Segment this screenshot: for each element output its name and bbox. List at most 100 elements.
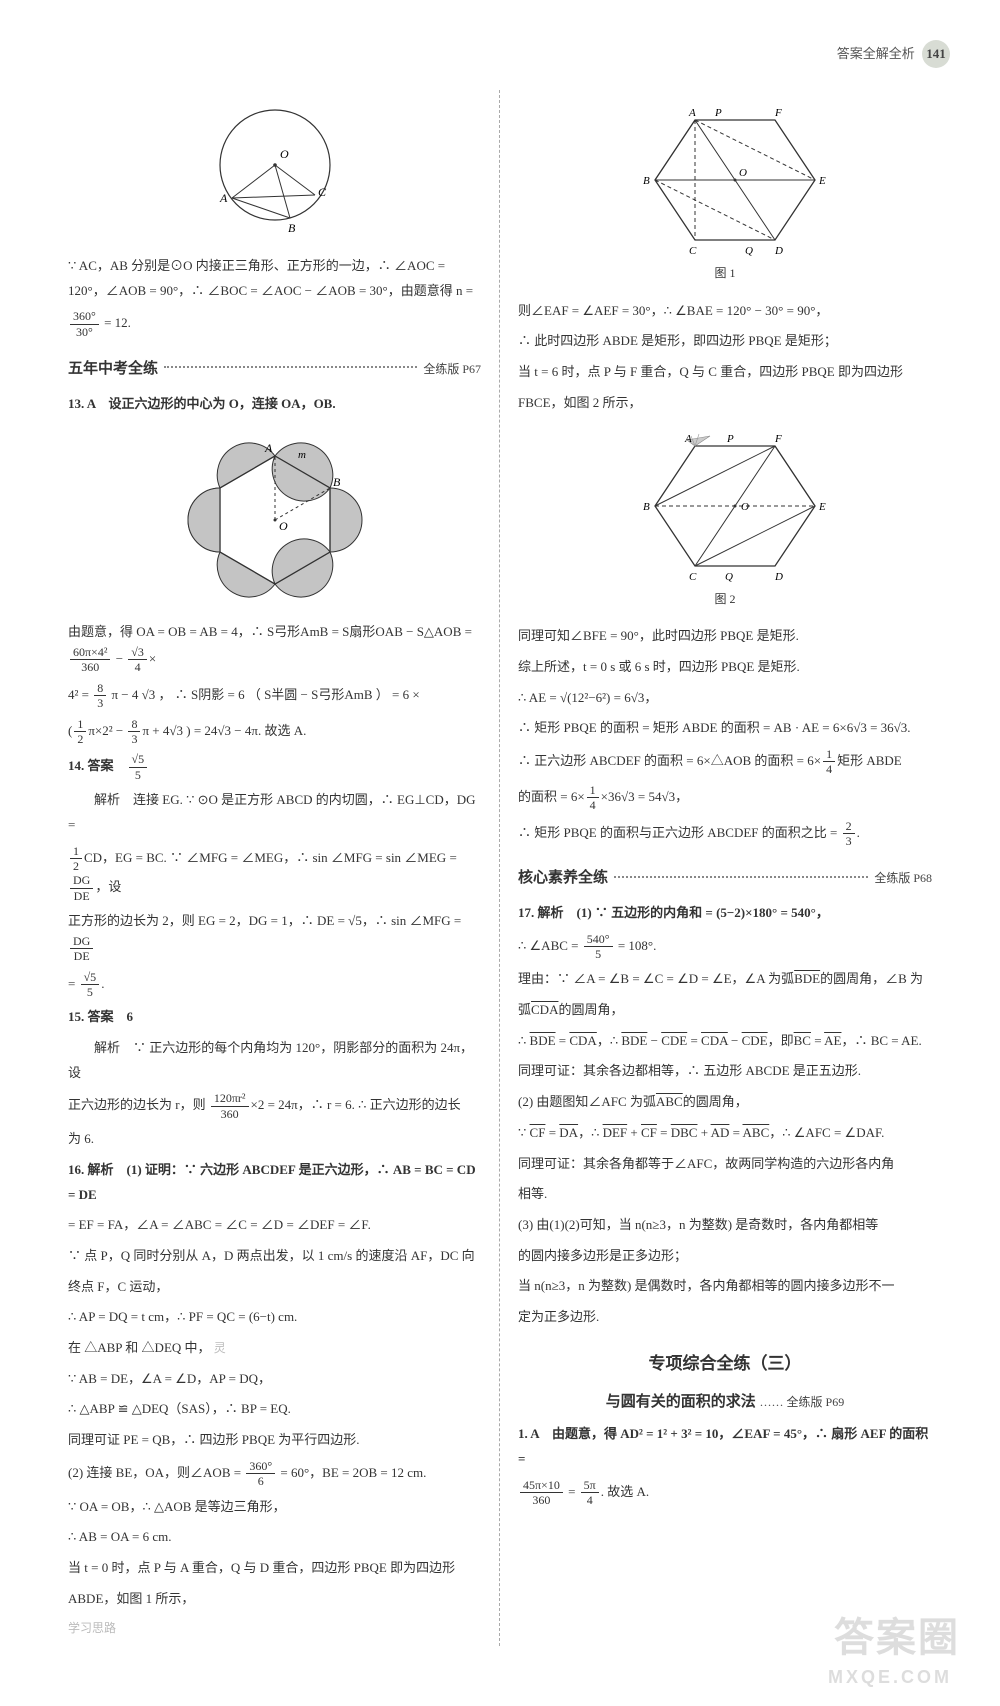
svg-text:Q: Q <box>745 245 753 257</box>
q16-l9: 同理可证 PE = QB，∴ 四边形 PBQE 为平行四边形. <box>68 1428 481 1453</box>
text: 由题意，得 OA = OB = AB = 4，∴ S弓形AmB = S扇形OAB… <box>68 624 472 639</box>
q17-l6: 同理可证：其余各边都相等，∴ 五边形 ABCDE 是正五边形. <box>518 1059 932 1084</box>
svg-text:B: B <box>333 475 341 489</box>
columns: O A C B ∵ AC，AB 分别是⊙O 内接正三角形、正方形的一边，∴ ∠A… <box>50 90 950 1646</box>
flower-svg: O A B m <box>175 426 375 606</box>
figure-hexagon-flower: O A B m <box>68 426 481 606</box>
q16-l2: = EF = FA，∠A = ∠ABC = ∠C = ∠D = ∠DEF = ∠… <box>68 1213 481 1238</box>
r2: ∴ 此时四边形 ABDE 是矩形，即四边形 PBQE 是矩形； <box>518 329 932 354</box>
page-ref: 全练版 P67 <box>423 358 481 381</box>
frac: 360°30° <box>70 309 99 339</box>
q14-e2: 12CD，EG = BC. ∵ ∠MFG = ∠MEG，∴ sin ∠MFG =… <box>68 844 481 904</box>
r5: 同理可知∠BFE = 90°，此时四边形 PBQE 是矩形. <box>518 624 932 649</box>
svg-text:C: C <box>318 185 327 199</box>
watermark-url: MXQE.COM <box>828 1660 952 1694</box>
special-sub: 与圆有关的面积的求法 …… 全练版 P69 <box>518 1388 932 1417</box>
explain-1b: 360°30° = 12. <box>68 309 481 339</box>
svg-text:A: A <box>688 107 696 119</box>
q17-l11: (3) 由(1)(2)可知，当 n(n≥3，n 为整数) 是奇数时，各内角都相等 <box>518 1213 932 1238</box>
svg-text:F: F <box>774 107 782 119</box>
q17-l14: 定为正多边形. <box>518 1305 932 1330</box>
q15-e3: 为 6. <box>68 1127 481 1152</box>
svg-text:O: O <box>279 519 288 533</box>
svg-text:B: B <box>288 221 296 235</box>
q16-l3: ∵ 点 P，Q 同时分别从 A，D 两点出发，以 1 cm/s 的速度沿 AF，… <box>68 1244 481 1269</box>
q17-l2: ∴ ∠ABC = 540°5 = 108°. <box>518 932 932 962</box>
special-ref: …… 全练版 P69 <box>760 1395 845 1409</box>
text: = 12. <box>101 315 131 330</box>
svg-text:E: E <box>818 501 826 513</box>
q13-l2: 4² = 83 π − 4 √3 ， ∴ S阴影 = 6 （ S半圆 − S弓形… <box>68 681 481 711</box>
circle-diagram-svg: O A C B <box>190 100 360 240</box>
q13-l3: (12π×2² − 83π + 4√3 ) = 24√3 − 4π. 故选 A. <box>68 717 481 747</box>
q17-head: 17. 解析 (1) ∵ 五边形的内角和 = (5−2)×180° = 540°… <box>518 901 932 926</box>
fig2-caption: 图 2 <box>518 588 932 611</box>
svg-text:F: F <box>774 433 782 445</box>
q16-l11: ∵ OA = OB，∴ △AOB 是等边三角形， <box>68 1495 481 1520</box>
section-label: 核心素养全练 <box>518 864 608 893</box>
fig1-caption: 图 1 <box>518 262 932 285</box>
special-title: 专项综合全练（三） <box>518 1348 932 1380</box>
svg-text:A: A <box>264 441 273 455</box>
svg-text:m: m <box>298 449 306 461</box>
r6: 综上所述，t = 0 s 或 6 s 时，四边形 PBQE 是矩形. <box>518 655 932 680</box>
hex1-svg: O A P F B E C Q D <box>615 100 835 260</box>
r10: 的面积 = 6×14×36√3 = 54√3， <box>518 783 932 813</box>
svg-text:O: O <box>741 501 749 513</box>
page-number: 141 <box>922 40 950 68</box>
r9: ∴ 正六边形 ABCDEF 的面积 = 6×△AOB 的面积 = 6×14矩形 … <box>518 747 932 777</box>
q17-l5: ∴ BDE = CDA，∴ BDE − CDE = CDA − CDE，即BC … <box>518 1029 932 1054</box>
sq1-body: 45π×10360 = 5π4. 故选 A. <box>518 1478 932 1508</box>
text: ∵ AC，AB 分别是⊙O 内接正三角形、正方形的一边，∴ ∠AOC = 120… <box>68 258 473 298</box>
q17-l3: 理由：∵ ∠A = ∠B = ∠C = ∠D = ∠E，∠A 为弧BDE的圆周角… <box>518 967 932 992</box>
r11: ∴ 矩形 PBQE 的面积与正六边形 ABCDEF 的面积之比 = 23. <box>518 819 932 849</box>
page: 答案全解全析 141 O A C B <box>0 0 1000 1706</box>
q17-l13: 当 n(n≥3，n 为整数) 是偶数时，各内角都相等的圆内接多边形不一 <box>518 1274 932 1299</box>
q17-l9: 同理可证：其余各角都等于∠AFC，故两同学构造的六边形各内角 <box>518 1152 932 1177</box>
svg-text:O: O <box>739 167 747 179</box>
q16-l14: ABDE，如图 1 所示， <box>68 1587 481 1612</box>
svg-text:B: B <box>643 175 650 187</box>
figure-hex-1: O A P F B E C Q D 图 1 <box>518 100 932 285</box>
figure-circle-triangle: O A C B <box>68 100 481 240</box>
q16-l4: 终点 F，C 运动， <box>68 1275 481 1300</box>
dots <box>164 366 417 368</box>
svg-text:P: P <box>714 107 722 119</box>
section-core: 核心素养全练 全练版 P68 <box>518 864 932 893</box>
section-label: 五年中考全练 <box>68 355 158 384</box>
r4: FBCE，如图 2 所示， <box>518 391 932 416</box>
q17-l4: 弧CDA的圆周角， <box>518 998 932 1023</box>
q16-l13: 当 t = 0 时，点 P 与 A 重合，Q 与 D 重合，四边形 PBQE 即… <box>68 1556 481 1581</box>
svg-text:A: A <box>684 433 692 445</box>
q14-e3: 正方形的边长为 2，则 EG = 2，DG = 1，∴ DE = √5，∴ si… <box>68 909 481 963</box>
q16-l5: ∴ AP = DQ = t cm，∴ PF = QC = (6−t) cm. <box>68 1305 481 1330</box>
q16-l8: ∴ △ABP ≌ △DEQ（SAS），∴ BP = EQ. <box>68 1397 481 1422</box>
q14-head: 14. 答案 √55 <box>68 752 481 782</box>
q17-l8: ∵ CF = DA，∴ DEF + CF = DBC + AD = ABC，∴ … <box>518 1121 932 1146</box>
q16-l12: ∴ AB = OA = 6 cm. <box>68 1525 481 1550</box>
svg-text:O: O <box>280 147 289 161</box>
r3: 当 t = 6 时，点 P 与 F 重合，Q 与 C 重合，四边形 PBQE 即… <box>518 360 932 385</box>
svg-text:E: E <box>818 175 826 187</box>
svg-text:D: D <box>774 245 783 257</box>
page-ref: 全练版 P68 <box>874 867 932 890</box>
svg-text:C: C <box>689 571 697 583</box>
svg-text:P: P <box>726 433 734 445</box>
q14-e1: 解析 连接 EG. ∵ ⊙O 是正方形 ABCD 的内切圆，∴ EG⊥CD，DG… <box>68 788 481 837</box>
text: 13. A 设正六边形的中心为 O，连接 OA，OB. <box>68 396 336 411</box>
q16-l6: 在 △ABP 和 △DEQ 中， 灵 <box>68 1336 481 1361</box>
right-column: O A P F B E C Q D 图 1 则∠EAF = ∠AEF = 30°… <box>500 90 950 1646</box>
q16-l7: ∵ AB = DE，∠A = ∠D，AP = DQ， <box>68 1367 481 1392</box>
dots <box>614 876 868 878</box>
svg-text:B: B <box>643 501 650 513</box>
q13-l1: 由题意，得 OA = OB = AB = 4，∴ S弓形AmB = S扇形OAB… <box>68 620 481 674</box>
hex2-svg: O A P F B E C Q D <box>615 426 835 586</box>
page-header: 答案全解全析 141 <box>837 40 950 68</box>
q15-head: 15. 答案 6 <box>68 1005 481 1030</box>
q14-e4: = √55. <box>68 970 481 1000</box>
sq1-head: 1. A 由题意，得 AD² = 1² + 3² = 10，∠EAF = 45°… <box>518 1422 932 1471</box>
explain-1: ∵ AC，AB 分别是⊙O 内接正三角形、正方形的一边，∴ ∠AOC = 120… <box>68 254 481 303</box>
q16-head: 16. 解析 (1) 证明：∵ 六边形 ABCDEF 是正六边形，∴ AB = … <box>68 1158 481 1207</box>
header-label: 答案全解全析 <box>837 46 915 61</box>
q15-e2: 正六边形的边长为 r，则 120πr²360×2 = 24π，∴ r = 6. … <box>68 1091 481 1121</box>
